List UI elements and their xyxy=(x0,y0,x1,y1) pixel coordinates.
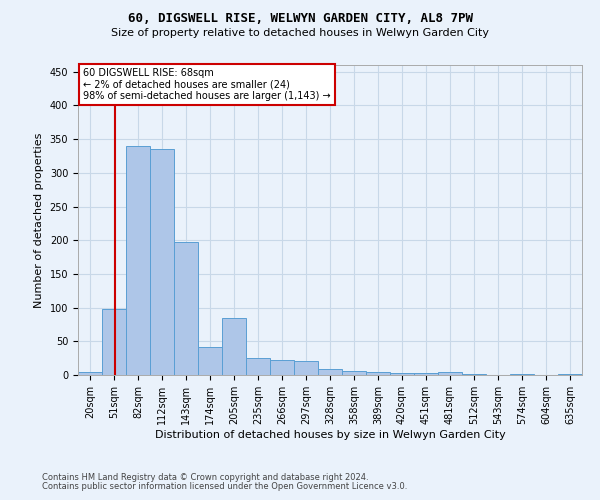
X-axis label: Distribution of detached houses by size in Welwyn Garden City: Distribution of detached houses by size … xyxy=(155,430,505,440)
Bar xyxy=(270,360,294,375)
Bar xyxy=(438,372,462,375)
Bar xyxy=(102,309,126,375)
Bar xyxy=(150,148,174,375)
Bar xyxy=(366,372,390,375)
Bar xyxy=(198,346,222,375)
Y-axis label: Number of detached properties: Number of detached properties xyxy=(34,132,44,308)
Text: 60, DIGSWELL RISE, WELWYN GARDEN CITY, AL8 7PW: 60, DIGSWELL RISE, WELWYN GARDEN CITY, A… xyxy=(128,12,473,26)
Bar xyxy=(126,146,150,375)
Text: Contains public sector information licensed under the Open Government Licence v3: Contains public sector information licen… xyxy=(42,482,407,491)
Bar xyxy=(222,318,246,375)
Bar xyxy=(462,374,486,375)
Bar xyxy=(342,371,366,375)
Bar xyxy=(390,373,414,375)
Bar xyxy=(510,374,534,375)
Bar xyxy=(174,242,198,375)
Bar xyxy=(558,374,582,375)
Text: 60 DIGSWELL RISE: 68sqm
← 2% of detached houses are smaller (24)
98% of semi-det: 60 DIGSWELL RISE: 68sqm ← 2% of detached… xyxy=(83,68,331,102)
Bar xyxy=(414,373,438,375)
Text: Contains HM Land Registry data © Crown copyright and database right 2024.: Contains HM Land Registry data © Crown c… xyxy=(42,474,368,482)
Text: Size of property relative to detached houses in Welwyn Garden City: Size of property relative to detached ho… xyxy=(111,28,489,38)
Bar xyxy=(78,372,102,375)
Bar xyxy=(318,369,342,375)
Bar xyxy=(246,358,270,375)
Bar xyxy=(294,361,318,375)
